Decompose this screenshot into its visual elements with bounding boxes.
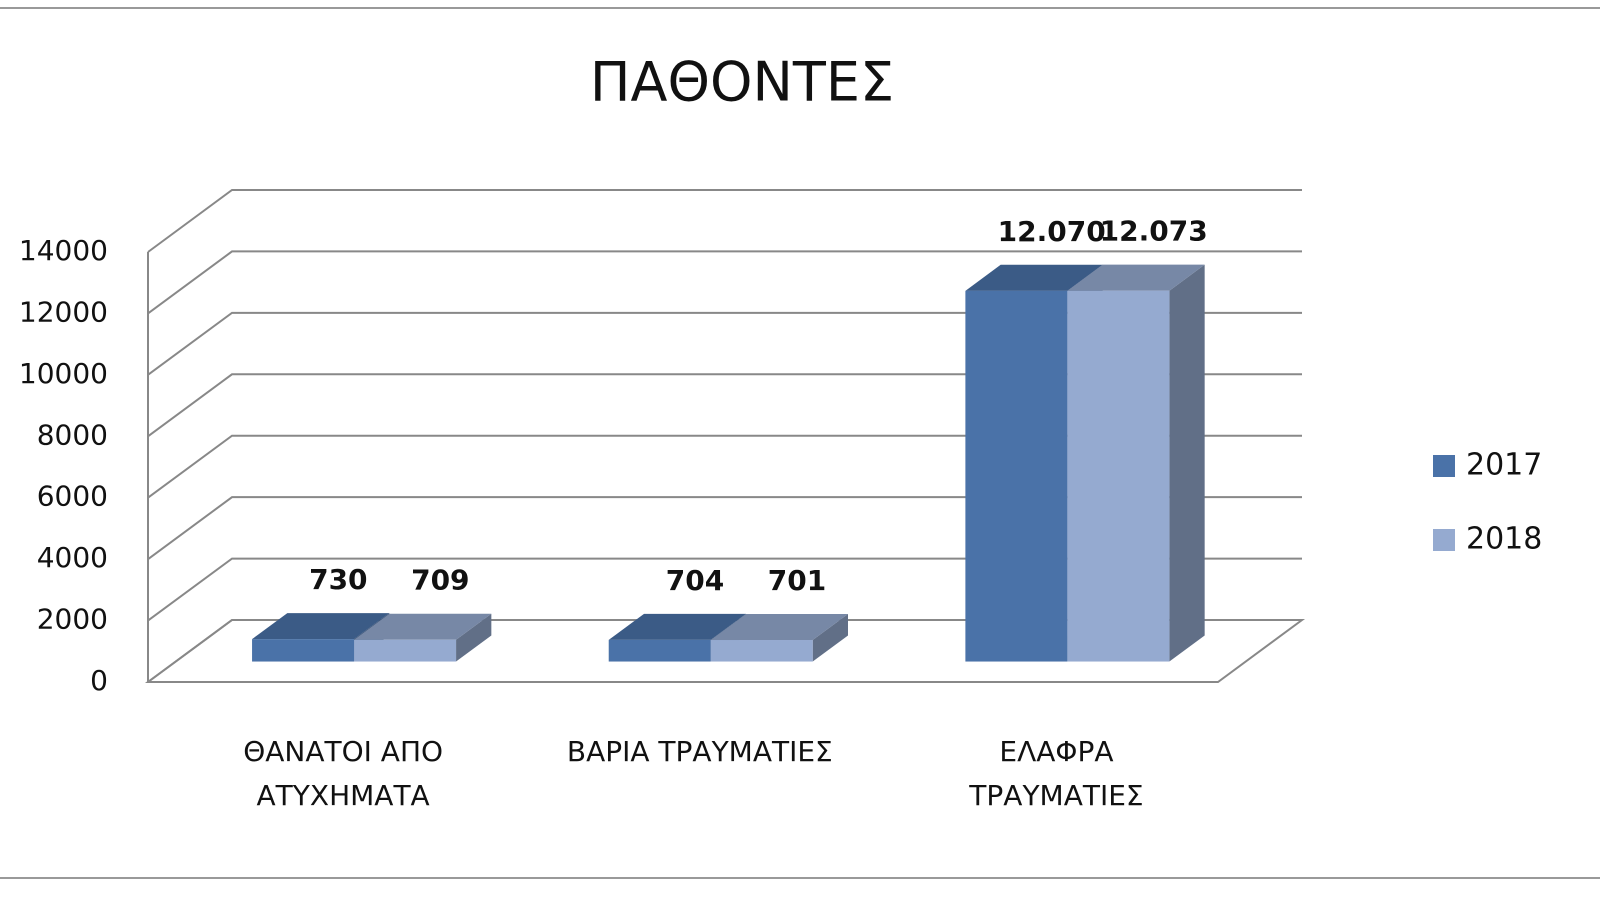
bar-top	[608, 613, 746, 640]
y-tick-label: 12000	[19, 295, 108, 328]
y-tick-label: 4000	[37, 541, 108, 574]
grid-line	[147, 311, 1302, 376]
value-label: 12.073	[1100, 215, 1208, 248]
x-tick-label: ΘΑΝΑΤΟΙ ΑΠΟ ΑΤΥΧΗΜΑΤΑ	[243, 735, 444, 812]
bar-top	[965, 264, 1103, 291]
y-tick-label: 6000	[37, 480, 108, 513]
x-tick-label: ΒΑΡΙΑ ΤΡΑΥΜΑΤΙΕΣ	[566, 735, 833, 768]
legend-swatch	[1433, 529, 1455, 551]
y-tick-label: 2000	[37, 603, 108, 636]
bar-top	[710, 613, 848, 641]
grid-line	[147, 619, 1302, 683]
bar-side	[812, 613, 848, 662]
value-label: 701	[768, 564, 826, 597]
value-label: 709	[411, 564, 469, 597]
bar-side	[456, 613, 492, 662]
legend-label: 2018	[1466, 522, 1542, 557]
bar	[710, 640, 813, 662]
value-label: 730	[309, 563, 367, 596]
bar	[252, 639, 355, 662]
bar-top	[354, 613, 492, 640]
y-tick-label: 14000	[19, 234, 108, 267]
bar	[965, 290, 1068, 662]
grid-line	[147, 250, 1302, 315]
grid-line	[147, 189, 1302, 253]
bar-top	[1067, 264, 1205, 291]
grid-line	[147, 496, 1302, 560]
y-tick-label: 10000	[19, 357, 108, 390]
bar	[354, 639, 457, 662]
value-label: 12.070	[998, 215, 1106, 248]
x-tick-label: ΕΛΑΦΡΑ ΤΡΑΥΜΑΤΙΕΣ	[969, 735, 1144, 812]
grid-line	[147, 557, 1302, 622]
bar-side	[1169, 264, 1205, 662]
chart-title: ΠΑΘΟΝΤΕΣ	[590, 51, 894, 114]
y-tick-label: 8000	[37, 418, 108, 451]
y-tick-label: 0	[90, 664, 108, 697]
legend-swatch	[1433, 455, 1455, 477]
value-label: 704	[666, 564, 724, 597]
grid-line	[147, 373, 1302, 438]
grid-line	[147, 434, 1302, 499]
bar	[608, 639, 711, 662]
bar-top	[252, 613, 390, 640]
legend-label: 2017	[1466, 448, 1542, 483]
bar	[1067, 290, 1170, 662]
